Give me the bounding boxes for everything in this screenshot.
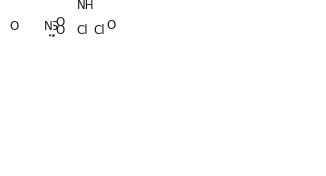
Text: O: O: [55, 16, 64, 29]
Text: Cl: Cl: [77, 24, 88, 37]
Text: O: O: [10, 20, 19, 33]
Text: S: S: [49, 20, 57, 33]
Text: O: O: [55, 24, 64, 37]
Text: O: O: [107, 19, 116, 32]
Text: N: N: [43, 20, 52, 33]
Text: NH: NH: [76, 0, 94, 12]
Text: Cl: Cl: [93, 24, 105, 37]
